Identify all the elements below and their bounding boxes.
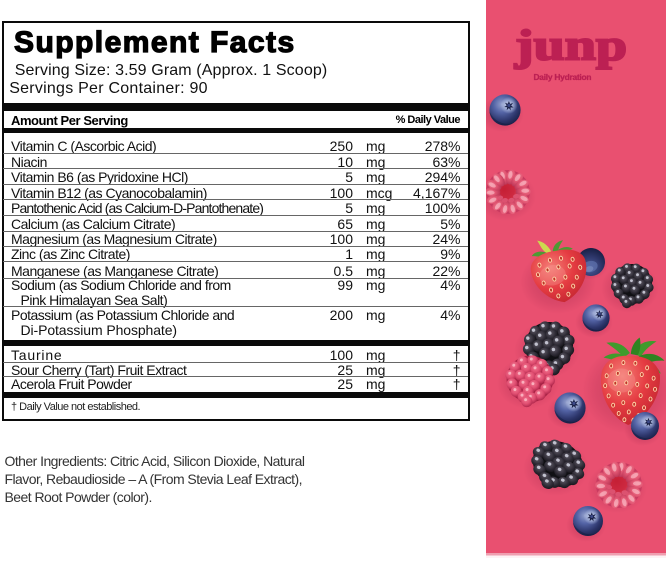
svg-text:Daily Hydration: Daily Hydration (534, 72, 592, 82)
svg-text:junp: junp (514, 23, 627, 70)
